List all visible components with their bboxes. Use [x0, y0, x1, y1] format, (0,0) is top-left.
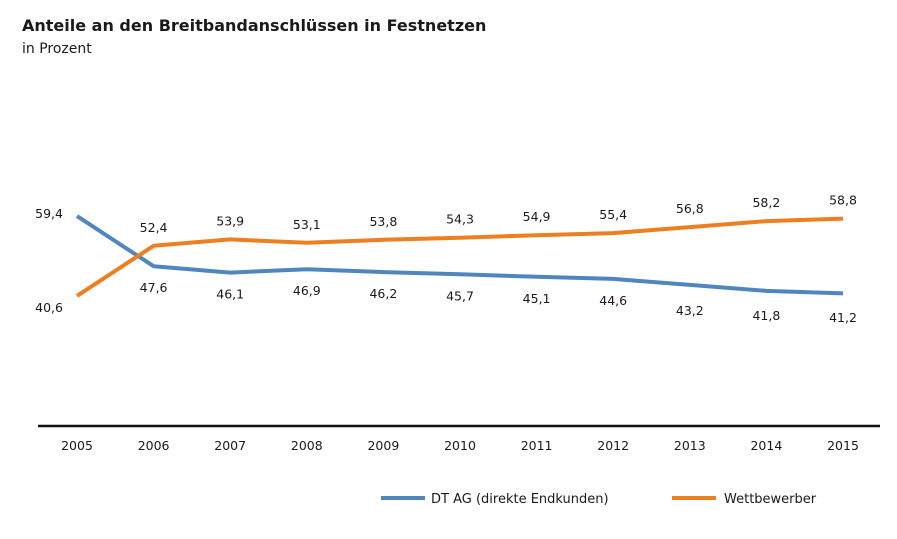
- data-label: 54,9: [523, 209, 551, 224]
- series-line-0: [75, 214, 844, 296]
- data-label: 58,8: [829, 193, 857, 208]
- x-tick-label: 2012: [597, 438, 629, 453]
- x-tick-label: 2009: [367, 438, 399, 453]
- x-tick-label: 2015: [827, 438, 859, 453]
- x-tick-label: 2006: [138, 438, 170, 453]
- data-label: 58,2: [752, 195, 780, 210]
- data-label: 46,1: [216, 287, 244, 302]
- data-label: 45,7: [446, 288, 474, 303]
- data-label: 53,1: [293, 217, 321, 232]
- data-label: 56,8: [676, 201, 704, 216]
- series-line-1: [75, 216, 844, 298]
- x-tick-label: 2013: [674, 438, 706, 453]
- data-label: 53,9: [216, 213, 244, 228]
- x-tick-label: 2007: [214, 438, 246, 453]
- data-labels: 59,4 40,6 47,6 52,4 46,1 53,9 46,9 53,1 46,2 53,8…: [35, 193, 857, 325]
- data-label: 53,8: [369, 214, 397, 229]
- chart-title: Anteile an den Breitbandanschlüssen in F…: [22, 16, 487, 35]
- legend-label-0: DT AG (direkte Endkunden): [431, 492, 609, 507]
- series-layer: [75, 214, 844, 298]
- chart-subtitle: in Prozent: [22, 41, 92, 57]
- data-label: 47,6: [140, 280, 168, 295]
- x-tick-labels: 2005 2006 2007 2008 2009 2010 2011 2012 2013 2014…: [61, 438, 859, 453]
- legend-label-1: Wettbewerber: [724, 492, 817, 507]
- x-tick-label: 2005: [61, 438, 93, 453]
- data-label: 41,8: [752, 308, 780, 323]
- data-label: 54,3: [446, 212, 474, 227]
- data-label: 52,4: [140, 220, 168, 235]
- data-label: 46,9: [293, 283, 321, 298]
- x-tick-label: 2014: [750, 438, 782, 453]
- data-label: 44,6: [599, 293, 627, 308]
- data-label: 59,4: [35, 206, 63, 221]
- data-label: 55,4: [599, 207, 627, 222]
- data-label: 46,2: [369, 286, 397, 301]
- data-label: 43,2: [676, 303, 704, 318]
- x-tick-label: 2008: [291, 438, 323, 453]
- data-label: 45,1: [523, 291, 551, 306]
- x-tick-label: 2011: [521, 438, 553, 453]
- legend: DT AG (direkte Endkunden) Wettbewerber: [381, 492, 817, 507]
- data-label: 40,6: [35, 300, 63, 315]
- x-tick-label: 2010: [444, 438, 476, 453]
- data-label: 41,2: [829, 310, 857, 325]
